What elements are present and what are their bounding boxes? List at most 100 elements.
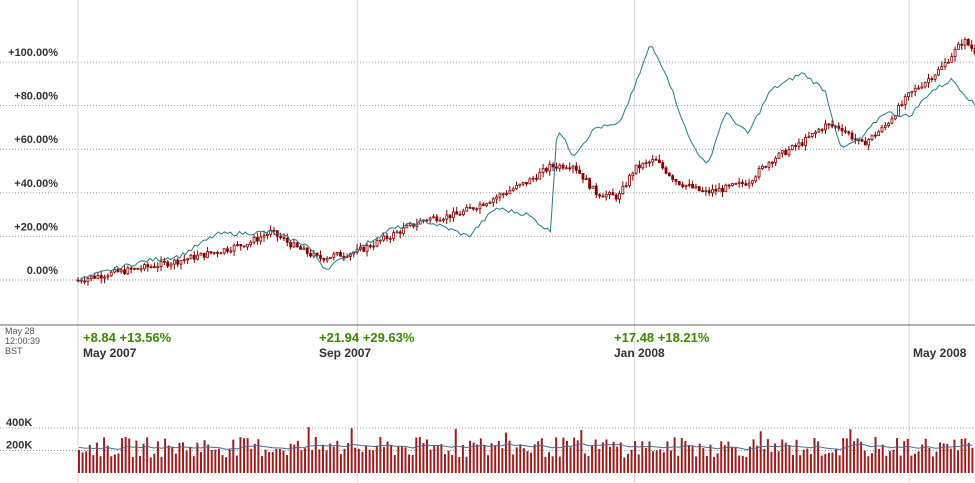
volume-bar	[268, 452, 271, 473]
candle	[581, 172, 585, 184]
volume-bar	[594, 439, 597, 473]
x-tick-label: May 2007	[83, 346, 137, 360]
volume-bar	[235, 455, 238, 473]
candle	[933, 74, 937, 82]
candle	[438, 216, 442, 222]
candle	[126, 265, 130, 276]
volume-bar	[221, 455, 224, 473]
volume-bar	[878, 448, 881, 473]
volume-bar	[537, 441, 540, 473]
candle	[299, 245, 302, 250]
candle	[970, 40, 974, 52]
volume-bar	[964, 438, 967, 473]
candle	[116, 267, 120, 273]
volume-bar	[415, 437, 418, 473]
candle	[109, 270, 113, 277]
candle	[940, 61, 944, 71]
volume-bar	[530, 452, 533, 473]
volume-bar	[339, 454, 342, 473]
volume-bar	[727, 441, 730, 473]
volume-bar	[562, 437, 565, 473]
candle	[963, 37, 967, 50]
volume-bar	[734, 447, 737, 473]
candle	[388, 236, 392, 244]
candle	[844, 126, 847, 135]
candle	[727, 183, 731, 190]
volume-bar	[311, 449, 314, 473]
candle	[574, 162, 578, 174]
x-tick-label: Jan 2008	[614, 346, 665, 360]
volume-bar	[838, 455, 841, 473]
candle	[465, 204, 469, 212]
candle	[860, 138, 864, 142]
candle	[159, 256, 163, 272]
volume-bar	[598, 448, 601, 473]
volume-bar	[239, 437, 242, 473]
candle	[724, 183, 728, 193]
volume-bar	[634, 441, 637, 473]
candle	[608, 190, 611, 200]
volume-bar	[756, 445, 759, 473]
volume-bar	[569, 447, 572, 473]
volume-bar	[167, 445, 170, 473]
volume-bar	[748, 446, 751, 473]
candle	[850, 130, 854, 142]
volume-bar	[289, 443, 292, 473]
candle	[182, 254, 186, 264]
candle	[402, 222, 405, 236]
candle	[146, 262, 150, 272]
candle	[714, 184, 718, 196]
candle	[937, 66, 940, 76]
volume-bar	[738, 455, 741, 473]
candle	[601, 193, 605, 198]
candle	[751, 179, 754, 187]
volume-bar	[483, 444, 486, 473]
volume-bar	[422, 443, 425, 473]
volume-bar	[695, 456, 698, 473]
candle	[309, 249, 312, 258]
candle	[807, 131, 811, 139]
volume-bar	[853, 441, 855, 473]
candle	[455, 206, 459, 215]
candle	[794, 143, 797, 151]
volume-bar	[885, 455, 888, 473]
volume-bar	[960, 438, 963, 473]
candle	[199, 252, 203, 256]
volume-bar	[386, 441, 389, 473]
candle	[166, 260, 170, 269]
candle	[631, 171, 635, 181]
volume-bar	[476, 444, 479, 473]
candle	[790, 144, 794, 151]
volume-bar	[382, 446, 385, 473]
volume-bar	[655, 450, 658, 473]
candle	[767, 160, 771, 171]
candle	[588, 177, 592, 190]
candle	[382, 232, 386, 242]
candle	[186, 258, 190, 264]
volume-bar	[451, 454, 454, 473]
volume-bar	[953, 439, 956, 473]
volume-bar	[691, 446, 694, 473]
candle	[538, 168, 542, 180]
volume-bar	[397, 446, 400, 473]
candle	[591, 185, 595, 189]
candle	[216, 250, 219, 258]
candle	[684, 184, 688, 190]
candle	[395, 229, 399, 234]
volume-bar	[232, 439, 235, 473]
candle	[325, 256, 329, 263]
volume-bar	[896, 438, 899, 473]
volume-bar	[99, 456, 102, 473]
volume-bar	[160, 456, 163, 473]
volume-bar	[917, 451, 920, 473]
candle	[817, 127, 821, 133]
volume-bar	[479, 438, 482, 473]
volume-bar	[314, 437, 317, 473]
candle	[515, 181, 518, 190]
candle	[644, 159, 648, 168]
period-change-may-2007: +8.84 +13.56%	[83, 330, 172, 345]
volume-bar	[461, 444, 464, 473]
volume-bar	[293, 444, 296, 473]
volume-bar	[178, 442, 181, 473]
volume-bar	[318, 449, 321, 473]
